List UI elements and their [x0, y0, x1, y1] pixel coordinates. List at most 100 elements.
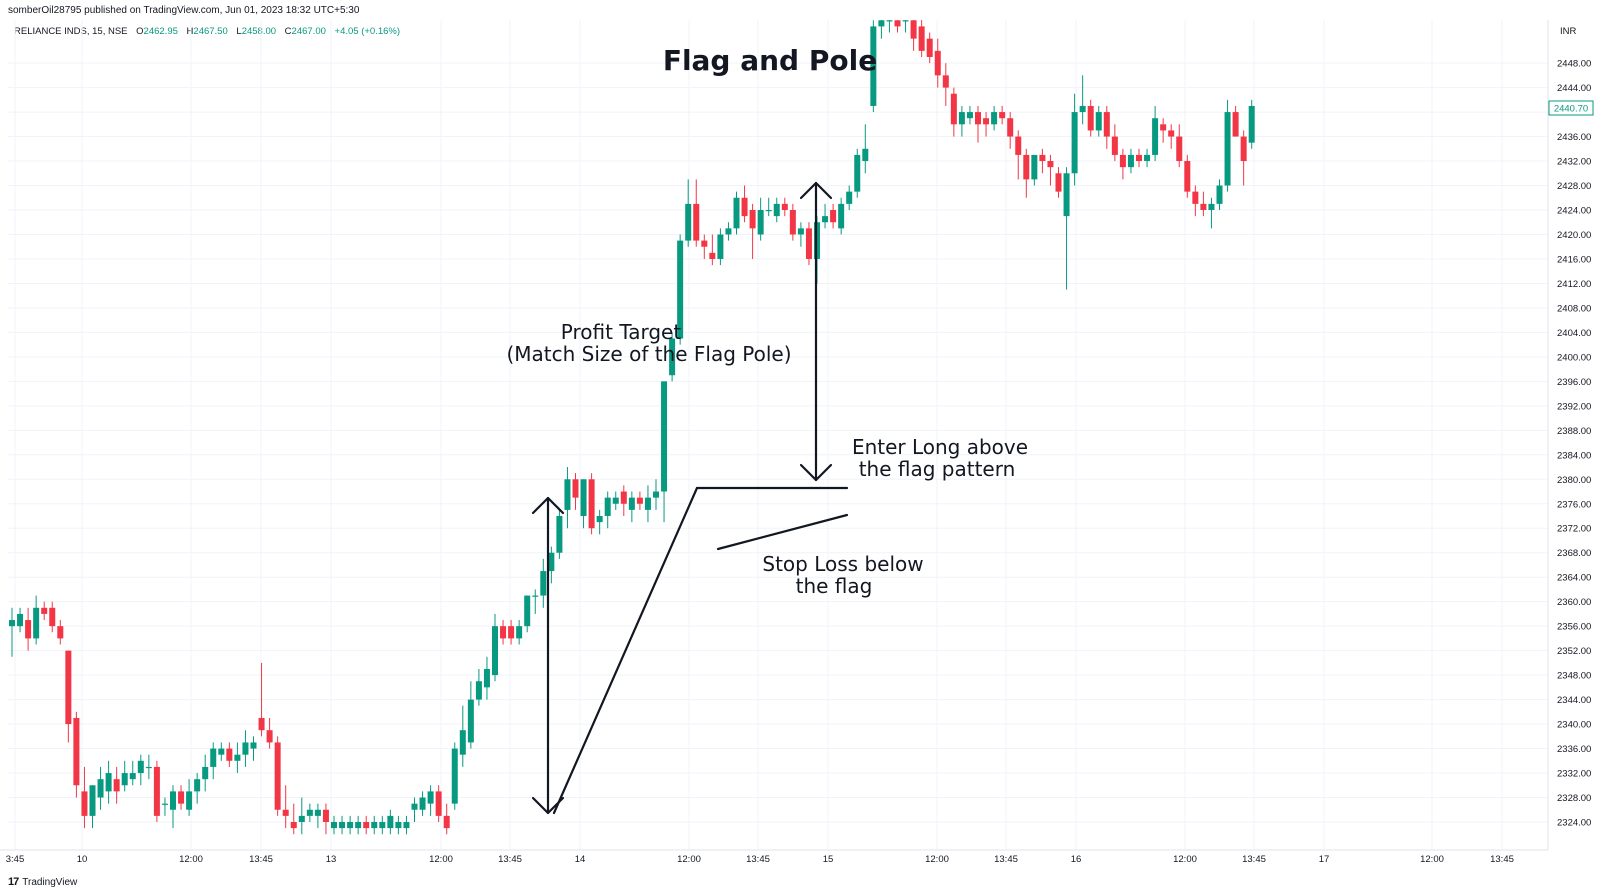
- candle: [1248, 99, 1255, 149]
- drawing-tools: [531, 181, 849, 815]
- candle: [331, 815, 337, 835]
- time-tick-label: 14: [575, 854, 586, 865]
- candle-body: [274, 742, 281, 810]
- price-tick-label: 2400.00: [1557, 352, 1591, 363]
- candle: [170, 785, 176, 829]
- candle-body: [178, 791, 185, 804]
- candle-body: [218, 748, 225, 755]
- price-tick-label: 2396.00: [1557, 377, 1591, 388]
- candle: [475, 669, 482, 706]
- candle-body: [322, 809, 329, 822]
- candle: [403, 815, 410, 835]
- candle: [274, 736, 281, 816]
- candle: [870, 20, 877, 113]
- candle: [516, 620, 523, 645]
- candle-body: [524, 595, 531, 627]
- candle: [451, 742, 458, 810]
- candle-body: [693, 203, 700, 241]
- tradingview-logo[interactable]: 17 TradingView: [8, 876, 77, 888]
- candle: [773, 197, 780, 223]
- candle: [580, 479, 587, 529]
- candle-body: [49, 607, 56, 627]
- price-tick-label: 2332.00: [1557, 769, 1591, 780]
- candle-body: [636, 497, 643, 504]
- time-tick-label: 13:45: [498, 854, 522, 865]
- candle: [604, 491, 611, 529]
- candle: [781, 197, 788, 217]
- candle-body: [170, 791, 176, 810]
- candle-body: [773, 203, 780, 217]
- candle-body: [121, 773, 128, 786]
- candle: [467, 681, 474, 749]
- candle: [1015, 130, 1022, 180]
- candle: [966, 105, 973, 125]
- candle-body: [701, 240, 708, 247]
- candle: [314, 803, 321, 829]
- candle-body: [781, 203, 788, 210]
- candle: [419, 791, 426, 816]
- price-tick-label: 2336.00: [1557, 744, 1591, 755]
- candle-body: [306, 809, 313, 816]
- candle-body: [1208, 203, 1215, 210]
- candle: [1192, 185, 1199, 217]
- candle: [548, 546, 555, 584]
- candle-body: [950, 93, 957, 125]
- candle: [950, 87, 957, 137]
- profit-target-line1: Profit Target: [561, 320, 682, 344]
- candle-body: [419, 797, 426, 810]
- candle: [838, 197, 845, 235]
- price-tick-label: 2412.00: [1557, 279, 1591, 290]
- candle: [443, 803, 450, 835]
- candle-body: [290, 822, 297, 829]
- candle-body: [1127, 154, 1134, 168]
- candle-body: [379, 822, 386, 829]
- stop-loss-line1: Stop Loss below: [762, 552, 923, 576]
- candle-body: [186, 791, 193, 810]
- candle: [218, 742, 225, 761]
- target-arrow-head-down: [799, 463, 833, 482]
- candle: [1007, 112, 1014, 149]
- candle-body: [483, 669, 490, 688]
- candle-body: [1063, 173, 1070, 217]
- candle: [57, 620, 64, 645]
- candle-body: [298, 815, 305, 822]
- candle-body: [894, 20, 901, 27]
- candle-body: [991, 112, 998, 125]
- candle-body: [81, 791, 88, 816]
- candle: [282, 785, 289, 829]
- candle: [1111, 124, 1118, 162]
- candle-body: [1216, 185, 1223, 204]
- candle-body: [395, 822, 402, 829]
- candle-body: [548, 552, 555, 572]
- candle: [1208, 197, 1215, 229]
- candle-body: [202, 766, 209, 780]
- price-ticks: 2448.002444.002440.002436.002432.002428.…: [1557, 59, 1591, 829]
- candle-body: [25, 620, 32, 639]
- candle: [918, 20, 925, 57]
- candle-body: [1144, 154, 1151, 162]
- candle: [1063, 167, 1070, 290]
- high-value: 2467.50: [193, 26, 228, 37]
- candle: [339, 815, 346, 835]
- candle-body: [73, 717, 80, 786]
- candle: [65, 650, 72, 743]
- change-value: +4.05 (+0.16%): [334, 26, 401, 37]
- candle: [846, 185, 853, 210]
- candle: [97, 766, 104, 810]
- price-tick-label: 2424.00: [1557, 206, 1591, 217]
- candle: [1224, 99, 1231, 192]
- candle: [500, 620, 507, 645]
- candle-body: [210, 748, 217, 767]
- symbol-legend: RELIANCE INDS, 15, NSE O2462.95 H2467.50…: [14, 26, 400, 37]
- candle-body: [371, 822, 378, 829]
- open-label: O: [136, 26, 144, 37]
- currency-label: INR: [1560, 26, 1577, 37]
- candle: [186, 779, 193, 816]
- time-tick-label: 13:45: [1242, 854, 1266, 865]
- candle: [387, 809, 394, 835]
- candle-body: [347, 822, 354, 829]
- price-axis[interactable]: INR: [1547, 20, 1577, 850]
- candle: [733, 191, 740, 235]
- candle: [9, 607, 15, 657]
